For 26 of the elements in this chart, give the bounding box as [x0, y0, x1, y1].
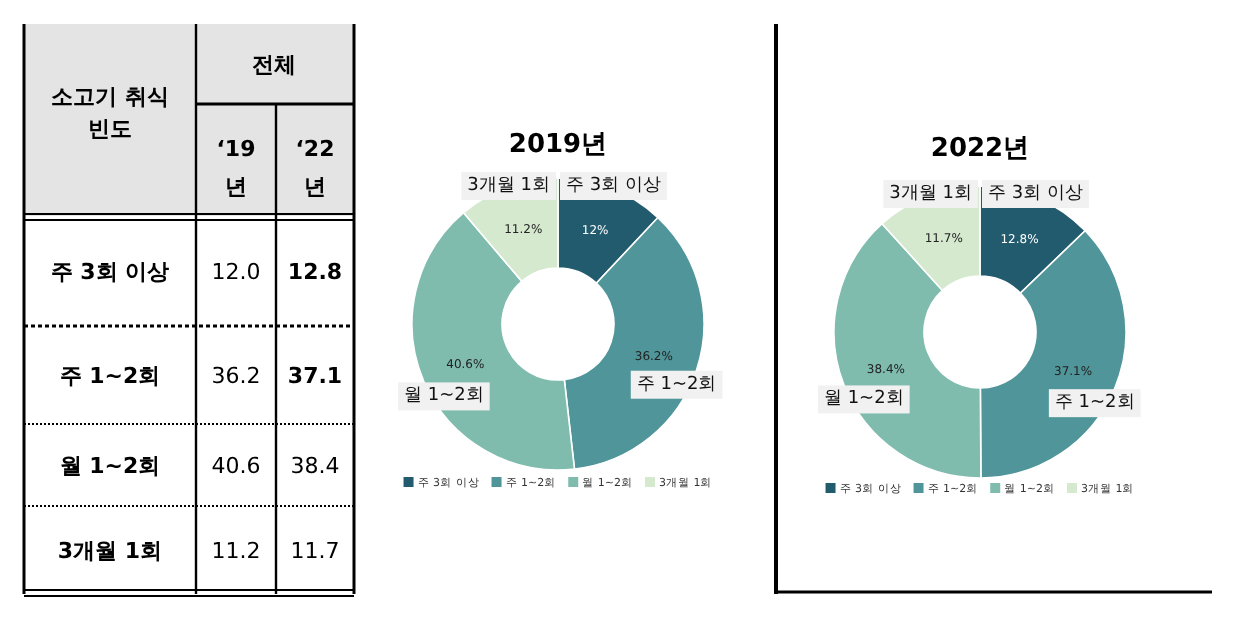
data-label: 37.1	[287, 363, 343, 389]
slice-label: 월 1~2회	[823, 389, 904, 410]
category-label: 주 3회 이상	[50, 259, 170, 285]
slice-label: 주 3회 이상	[566, 176, 661, 196]
data-label: 12.8	[287, 259, 343, 285]
text: ‘19년	[216, 136, 256, 200]
category-label: 월 1~2회	[59, 453, 161, 479]
slice-label: 3개월 1회	[889, 184, 972, 204]
category-label: 주 1~2회	[59, 363, 161, 389]
slice-label: 월 1~2회	[403, 386, 484, 407]
category-label: 3개월 1회	[57, 538, 163, 564]
text: 전체	[252, 52, 296, 78]
data-label: 12.0	[211, 259, 261, 285]
data-label: 38.4	[290, 453, 340, 479]
slice-label: 주 3회 이상	[988, 184, 1083, 204]
slice-label: 3개월 1회	[467, 176, 550, 196]
chart-title: 2019년	[508, 130, 608, 160]
data-label: 40.6	[211, 453, 261, 479]
data-label: 11.7	[290, 538, 340, 564]
chart-title: 2022년	[930, 134, 1030, 164]
slice-label: 주 1~2회	[1054, 393, 1135, 414]
text: ‘22년	[295, 136, 335, 200]
data-label: 11.2	[211, 538, 261, 564]
data-label: 36.2	[211, 363, 261, 389]
text: 소고기 취식 빈도	[51, 84, 169, 142]
slice-label: 주 1~2회	[636, 374, 717, 395]
